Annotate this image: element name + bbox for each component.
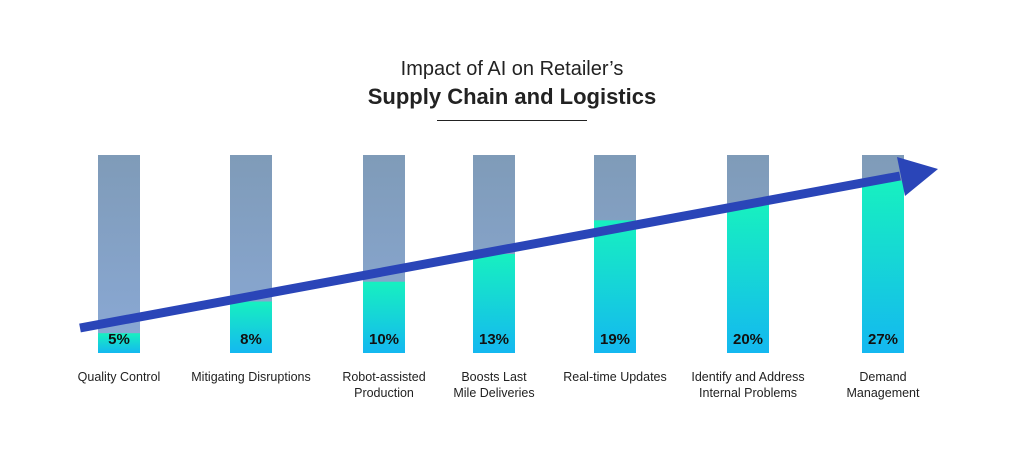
- value-label: 27%: [868, 331, 898, 348]
- bar: [862, 180, 904, 353]
- category-label: Production: [354, 386, 414, 400]
- bar: [594, 220, 636, 353]
- category-label: Boosts Last: [461, 370, 527, 384]
- chart-title-line1: Impact of AI on Retailer’s: [400, 58, 624, 80]
- value-label: 8%: [240, 331, 262, 348]
- title-divider: [437, 120, 587, 121]
- bar: [98, 333, 140, 353]
- bar: [473, 254, 515, 353]
- category-label: Mile Deliveries: [453, 386, 534, 400]
- chart-title-line2: Supply Chain and Logistics: [367, 84, 657, 109]
- category-label: Mitigating Disruptions: [191, 370, 311, 384]
- value-label: 13%: [479, 331, 509, 348]
- category-label: Demand: [859, 370, 906, 384]
- category-label: Quality Control: [78, 370, 161, 384]
- category-label: Real-time Updates: [563, 370, 667, 384]
- bar: [727, 204, 769, 353]
- value-label: 19%: [600, 331, 630, 348]
- value-label: 20%: [733, 331, 763, 348]
- bar: [230, 301, 272, 353]
- category-label: Management: [847, 386, 920, 400]
- value-label: 5%: [108, 331, 130, 348]
- category-label: Identify and Address: [691, 370, 804, 384]
- value-label: 10%: [369, 331, 399, 348]
- category-label: Internal Problems: [699, 386, 797, 400]
- trend-arrow-shaft: [79, 171, 901, 333]
- bar: [363, 281, 405, 353]
- trend-arrow-head: [897, 157, 938, 196]
- category-label: Robot-assisted: [342, 370, 425, 384]
